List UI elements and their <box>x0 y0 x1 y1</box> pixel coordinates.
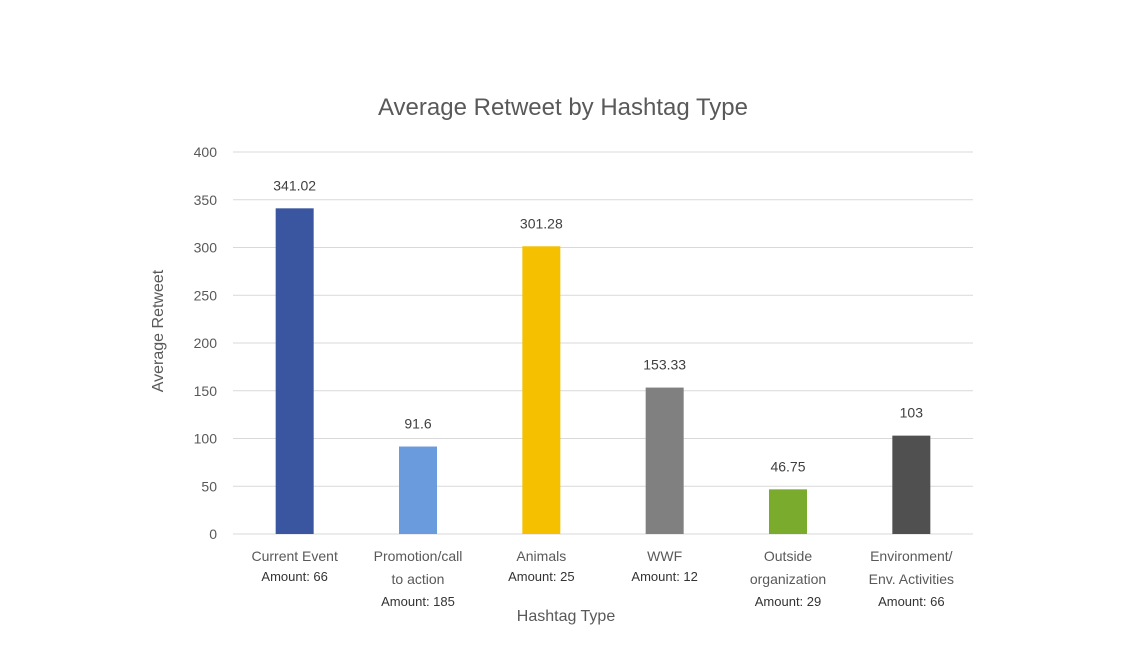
x-category-label: organization <box>750 571 826 587</box>
x-category-label: to action <box>392 571 445 587</box>
gridlines <box>233 151 973 535</box>
data-label: 341.02 <box>273 177 316 193</box>
y-tick-label: 250 <box>194 287 218 303</box>
bars <box>275 208 931 535</box>
bar <box>399 446 437 534</box>
y-tick-label: 400 <box>194 144 218 160</box>
x-category-label: Animals <box>516 548 566 564</box>
x-category-amount: Amount: 66 <box>261 569 328 584</box>
y-tick-label: 350 <box>194 192 218 208</box>
x-category-label: Environment/ <box>870 548 953 564</box>
data-label: 46.75 <box>770 458 805 474</box>
data-label: 301.28 <box>520 215 563 231</box>
y-tick-label: 150 <box>194 383 218 399</box>
y-tick-label: 0 <box>209 526 217 542</box>
chart-title: Average Retweet by Hashtag Type <box>378 94 748 121</box>
x-category-label: Promotion/call <box>374 548 463 564</box>
bar <box>769 489 807 534</box>
x-category-amount: Amount: 29 <box>755 594 822 609</box>
x-category-amount: Amount: 12 <box>631 569 698 584</box>
bar <box>275 208 314 534</box>
x-category-label: Outside <box>764 548 812 564</box>
y-tick-label: 300 <box>194 240 218 256</box>
y-tick-label: 100 <box>194 431 218 447</box>
data-label: 103 <box>900 405 924 421</box>
data-label: 153.33 <box>643 357 686 373</box>
data-label: 91.6 <box>404 416 431 432</box>
bar <box>645 387 684 534</box>
y-axis-title: Average Retweet <box>150 269 167 392</box>
data-labels: 341.02 91.6 301.28 153.33 46.75 103 <box>273 177 923 474</box>
x-category-amount: Amount: 185 <box>381 594 455 609</box>
y-tick-label: 200 <box>194 335 218 351</box>
x-category-amount: Amount: 66 <box>878 594 945 609</box>
bar <box>892 435 931 534</box>
x-category-label: Current Event <box>251 548 337 564</box>
bar <box>522 246 561 535</box>
x-category-amount: Amount: 25 <box>508 569 575 584</box>
x-axis-categories: Current Event Amount: 66 Promotion/call to … <box>251 548 954 609</box>
x-category-label: Env. Activities <box>869 571 954 587</box>
y-axis-ticks: 0 50 100 150 200 250 300 350 400 <box>194 144 218 542</box>
x-category-label: WWF <box>647 548 682 564</box>
x-axis-title: Hashtag Type <box>517 608 616 625</box>
y-tick-label: 50 <box>201 478 217 494</box>
